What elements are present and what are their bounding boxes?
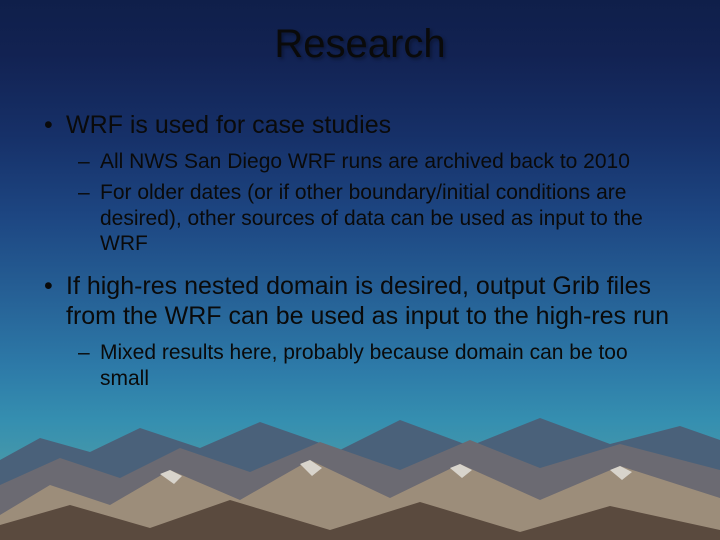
slide-title: Research [0, 22, 720, 67]
bullet-l2: Mixed results here, probably because dom… [78, 340, 676, 391]
bullet-l2: All NWS San Diego WRF runs are archived … [78, 149, 676, 175]
bullet-group-1: If high-res nested domain is desired, ou… [44, 271, 676, 391]
bullet-l1: WRF is used for case studies [44, 110, 676, 141]
bullet-l1: If high-res nested domain is desired, ou… [44, 271, 676, 332]
bullet-group-0: WRF is used for case studies All NWS San… [44, 110, 676, 257]
slide: Research WRF is used for case studies Al… [0, 0, 720, 540]
slide-content: WRF is used for case studies All NWS San… [44, 110, 676, 405]
bullet-l2: For older dates (or if other boundary/in… [78, 180, 676, 257]
